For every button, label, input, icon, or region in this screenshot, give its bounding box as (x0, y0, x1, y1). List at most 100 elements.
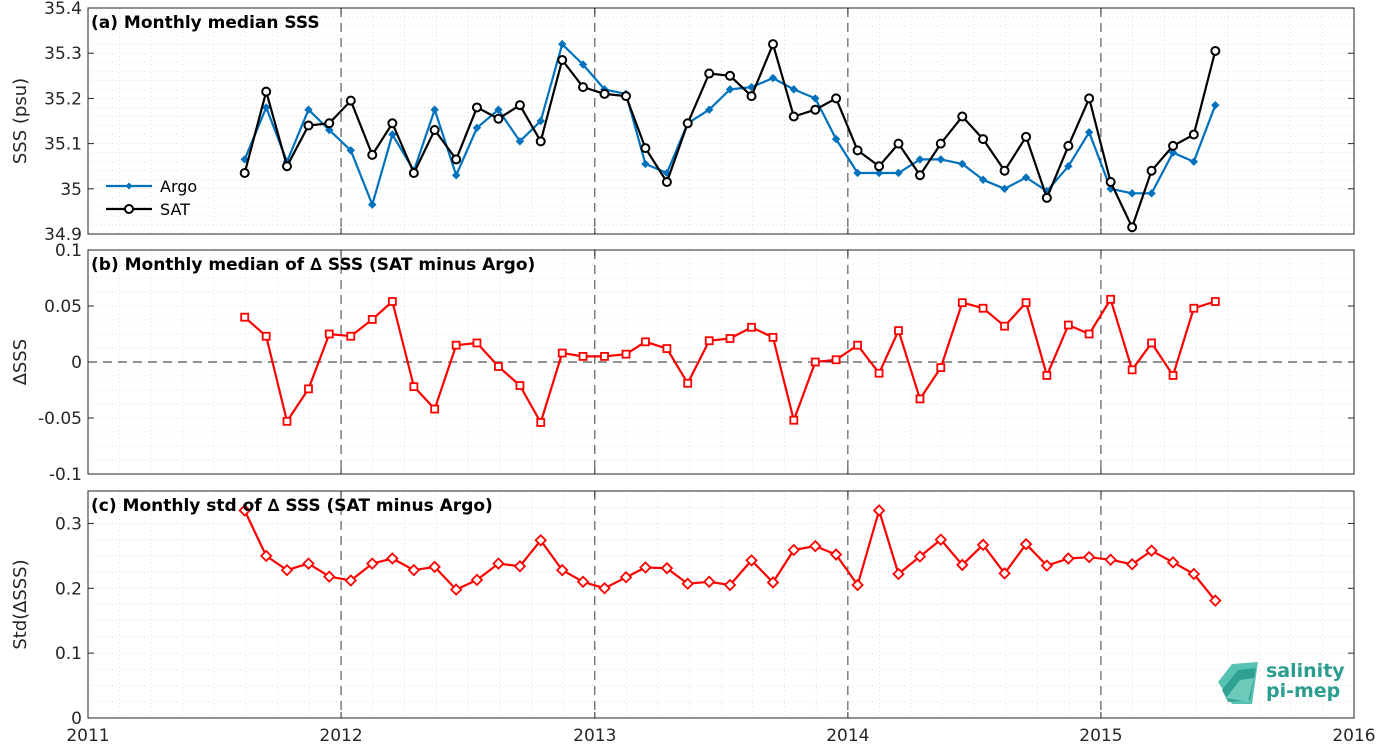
y-tick-label: 34.9 (44, 225, 82, 245)
data-point-delta-22 (704, 336, 714, 346)
data-point-delta-30 (872, 504, 886, 517)
data-point-argo-24 (747, 82, 756, 92)
data-point-delta-33 (936, 363, 946, 373)
data-point-sat-40 (1084, 93, 1095, 104)
data-point-delta-36 (998, 567, 1011, 580)
data-point-delta-28 (831, 355, 841, 365)
data-point-delta-15 (557, 348, 567, 358)
data-point-sat-33 (935, 138, 946, 149)
data-point-delta-17 (600, 351, 609, 361)
data-point-delta-45 (1187, 567, 1201, 581)
data-point-delta-17 (598, 582, 611, 595)
data-point-delta-18 (621, 349, 631, 359)
panel-title: (c) Monthly std of ∆ SSS (SAT minus Argo… (91, 496, 493, 516)
data-point-delta-23 (725, 334, 735, 343)
data-point-sat-19 (640, 143, 651, 154)
data-point-argo-46 (1211, 100, 1220, 110)
series-line-delta (243, 298, 1216, 424)
data-point-delta-19 (641, 337, 650, 347)
logo-line1: salinity (1266, 660, 1345, 682)
y-tick-label: 0.05 (44, 297, 82, 317)
data-point-argo-28 (831, 134, 841, 144)
data-point-delta-34 (956, 558, 969, 572)
data-point-argo-30 (874, 168, 884, 178)
data-point-delta-36 (1000, 321, 1009, 331)
data-point-delta-8 (407, 563, 421, 577)
data-point-delta-1 (259, 549, 273, 563)
data-point-delta-20 (660, 561, 674, 575)
data-point-sat-0 (239, 167, 250, 178)
data-point-argo-11 (472, 123, 482, 132)
data-point-argo-4 (325, 125, 334, 135)
data-point-delta-16 (578, 351, 588, 361)
data-point-delta-44 (1166, 556, 1180, 569)
x-tick-label: 2013 (573, 726, 616, 745)
data-point-delta-29 (853, 340, 862, 350)
data-point-sat-39 (1063, 140, 1074, 151)
data-point-argo-33 (936, 155, 945, 164)
data-point-delta-6 (365, 557, 379, 570)
data-point-delta-7 (387, 297, 397, 306)
data-point-sat-31 (893, 138, 904, 149)
x-tick-label: 2016 (1332, 726, 1375, 745)
data-point-argo-13 (515, 137, 525, 146)
y-tick-label: 0 (71, 709, 82, 729)
data-point-delta-10 (451, 340, 461, 350)
data-point-delta-30 (874, 368, 884, 378)
data-point-argo-5 (346, 146, 355, 155)
data-point-sat-43 (1146, 165, 1157, 176)
data-point-argo-23 (725, 85, 735, 94)
data-point-delta-41 (1106, 294, 1116, 304)
data-point-sat-8 (408, 167, 419, 178)
data-point-delta-11 (470, 573, 484, 587)
data-point-delta-35 (976, 538, 990, 552)
data-point-argo-40 (1084, 128, 1094, 137)
data-point-delta-13 (515, 381, 525, 390)
data-point-delta-28 (829, 548, 843, 561)
data-point-delta-26 (787, 543, 801, 557)
data-point-delta-39 (1063, 320, 1073, 330)
data-point-delta-22 (702, 575, 716, 589)
data-point-sat-36 (999, 165, 1010, 176)
data-point-sat-23 (725, 70, 736, 81)
data-point-delta-38 (1042, 371, 1052, 380)
data-point-sat-26 (788, 111, 799, 122)
data-point-sat-3 (303, 120, 314, 131)
panel-c: 0 0.1 0.2 0.3 (c) Monthly std of ∆ SSS (SAT … (10, 490, 1355, 729)
y-tick-label: 0.1 (55, 241, 82, 261)
data-point-delta-34 (957, 298, 967, 308)
data-point-delta-24 (747, 322, 756, 332)
data-point-delta-14 (534, 534, 548, 547)
x-tick-label: 2014 (826, 726, 869, 745)
data-point-sat-16 (578, 82, 589, 93)
data-point-sat-7 (387, 118, 398, 129)
data-point-sat-2 (281, 161, 292, 172)
data-point-argo-29 (853, 168, 862, 178)
y-tick-label: 0.1 (55, 644, 82, 664)
data-point-delta-25 (768, 332, 778, 342)
data-point-argo-16 (578, 60, 588, 69)
data-point-delta-19 (639, 561, 652, 574)
data-point-sat-11 (471, 102, 482, 113)
data-point-argo-37 (1021, 173, 1031, 182)
x-tick-label: 2012 (319, 726, 362, 745)
data-point-delta-43 (1147, 338, 1156, 348)
panel-title: (a) Monthly median SSS (91, 13, 320, 33)
data-point-sat-37 (1021, 131, 1032, 142)
data-point-delta-16 (576, 575, 590, 589)
data-point-delta-0 (238, 504, 251, 517)
y-tick-label: 35.2 (44, 89, 82, 109)
data-point-delta-0 (240, 312, 250, 322)
data-point-delta-5 (344, 574, 358, 587)
data-point-sat-41 (1105, 177, 1116, 188)
data-point-sat-44 (1168, 140, 1179, 151)
data-point-delta-27 (810, 357, 820, 367)
data-point-argo-14 (536, 116, 545, 126)
y-tick-label: 0.2 (55, 579, 82, 599)
data-point-sat-5 (345, 95, 356, 106)
data-point-delta-20 (662, 344, 672, 353)
legend-label-argo: Argo (160, 177, 197, 196)
data-point-delta-40 (1082, 550, 1096, 564)
data-point-sat-42 (1127, 222, 1138, 233)
data-point-argo-19 (641, 159, 650, 169)
